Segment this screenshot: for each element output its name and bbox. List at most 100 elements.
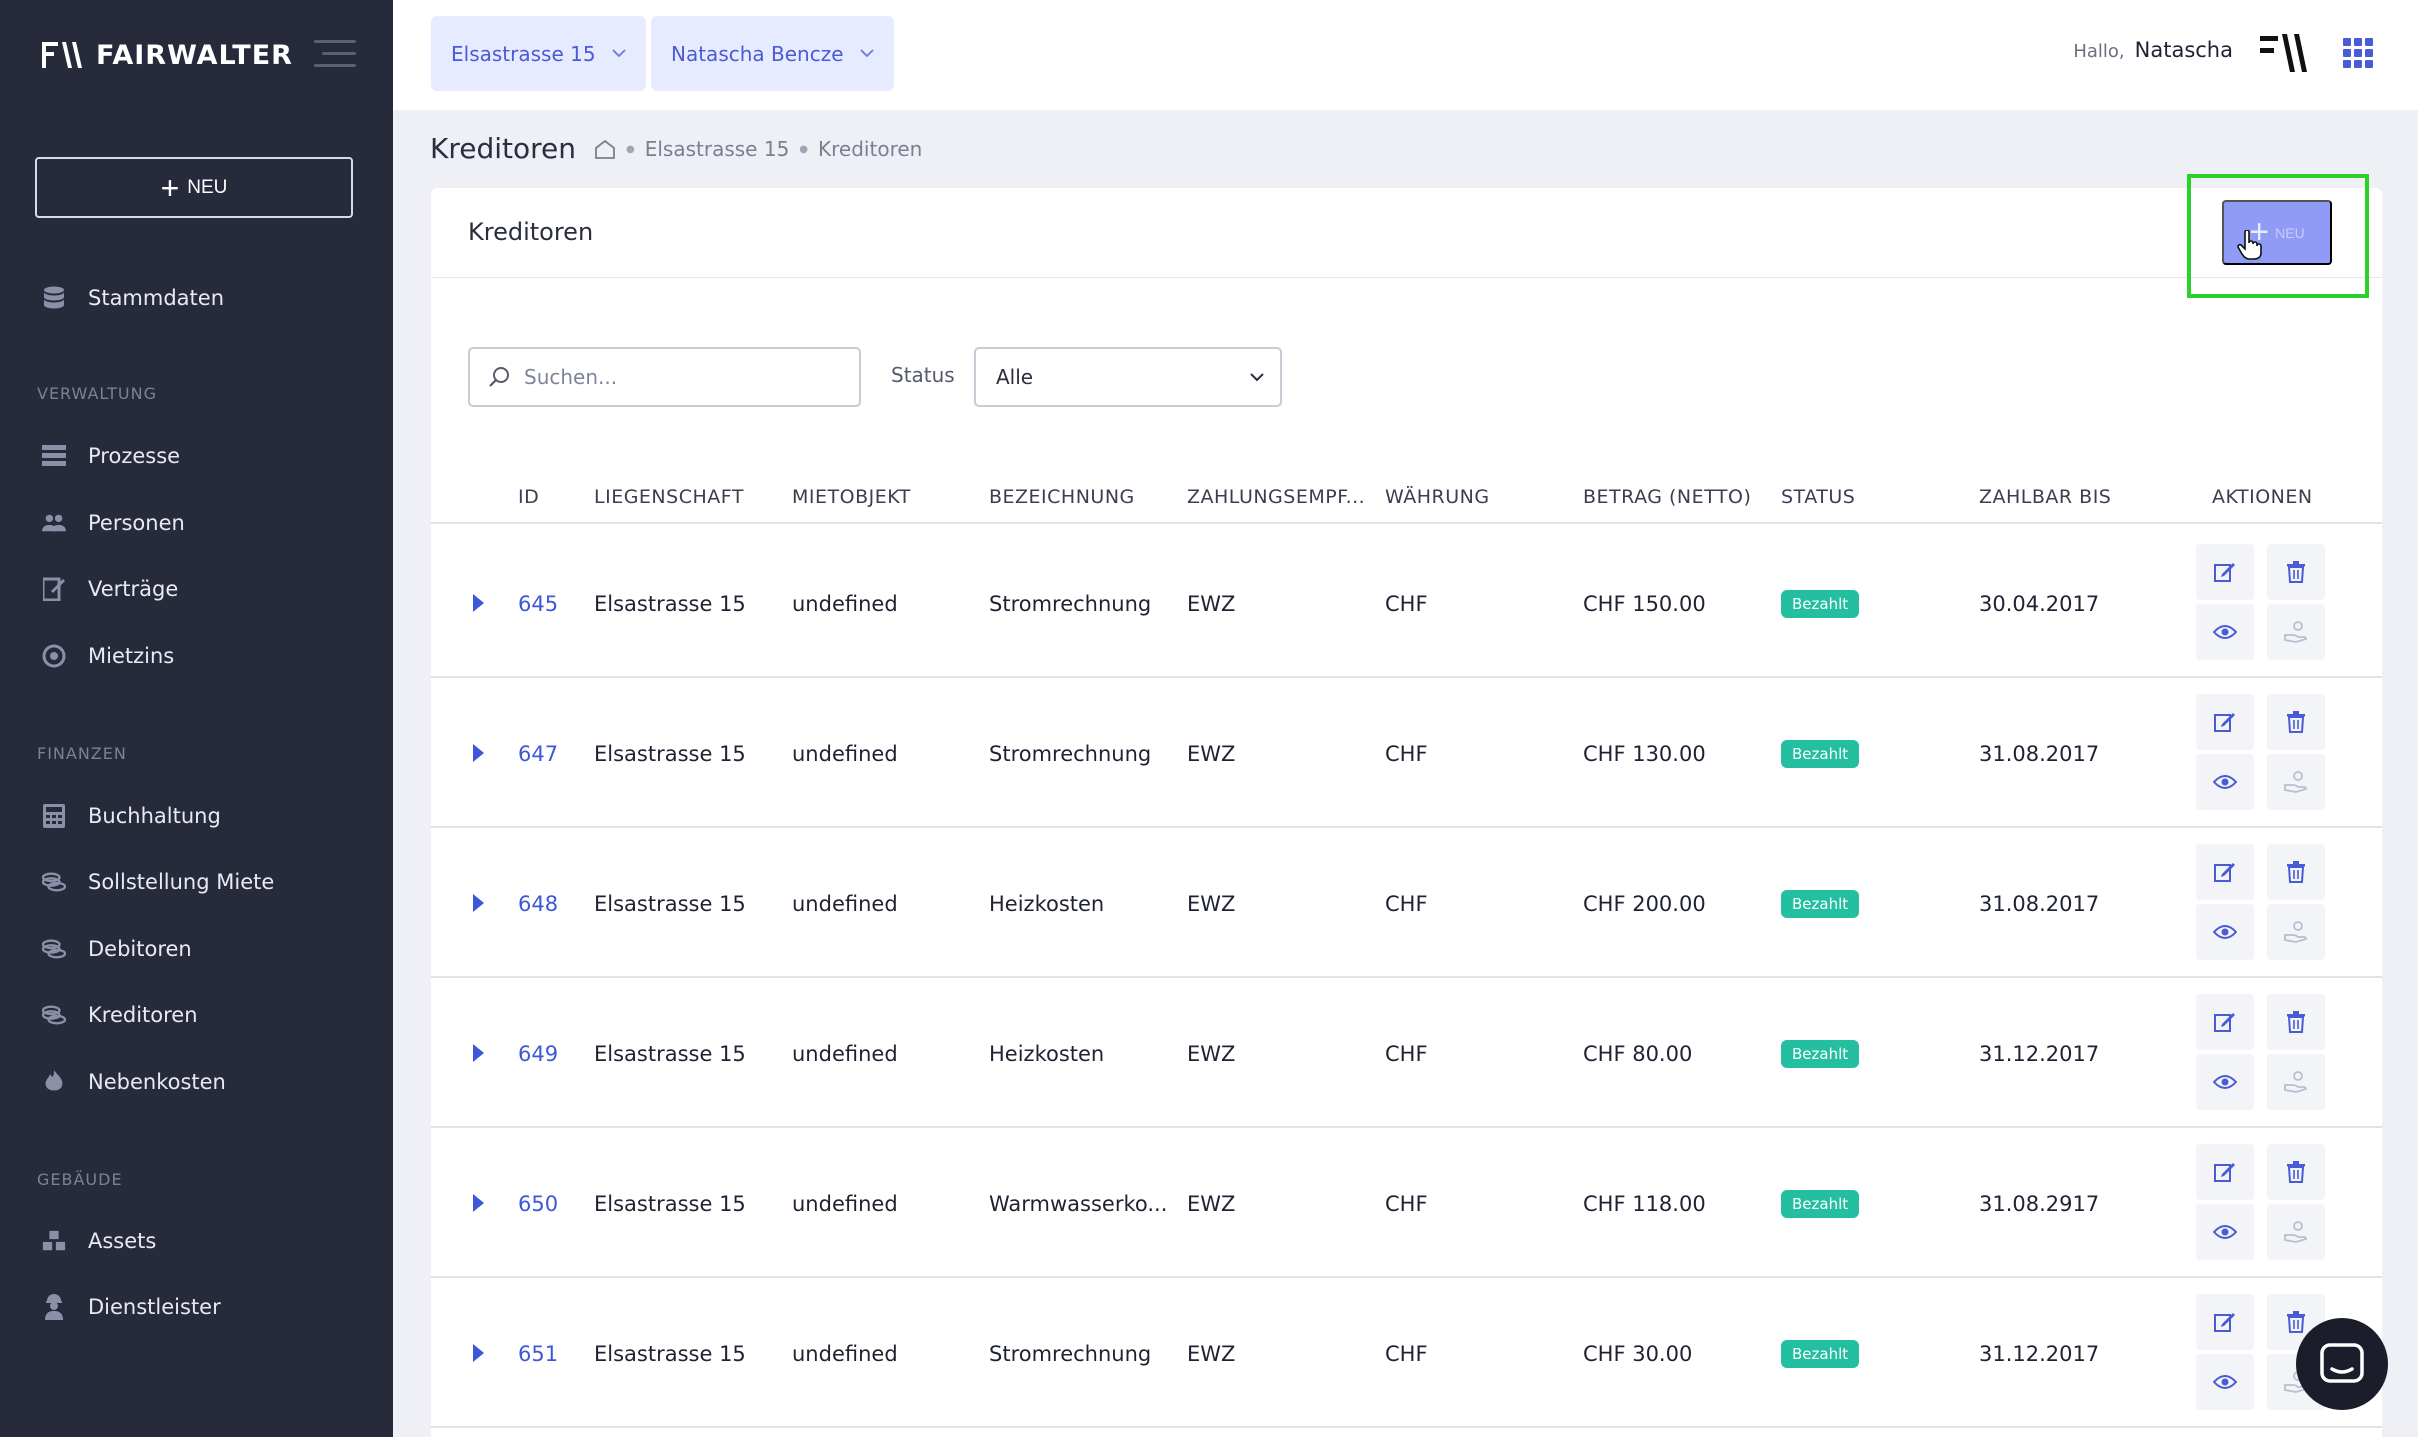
- sidebar-item-debitoren[interactable]: Debitoren: [42, 937, 192, 961]
- avatar[interactable]: [2258, 30, 2308, 76]
- cell-id[interactable]: 648: [518, 892, 559, 916]
- column-header-zahlungsempfaenger[interactable]: ZAHLUNGSEMPF...: [1187, 486, 1366, 508]
- accounting-icon: [42, 804, 66, 828]
- sidebar-item-stammdaten[interactable]: Stammdaten: [42, 286, 224, 310]
- view-icon[interactable]: [2196, 904, 2254, 960]
- cell-id[interactable]: 645: [518, 592, 559, 616]
- payment-icon[interactable]: [2267, 604, 2325, 660]
- edit-icon[interactable]: [2196, 844, 2254, 900]
- cell-waehrung: CHF: [1385, 742, 1428, 766]
- column-header-liegenschaft[interactable]: LIEGENSCHAFT: [594, 486, 744, 508]
- view-icon[interactable]: [2196, 1054, 2254, 1110]
- sidebar-item-kreditoren[interactable]: Kreditoren: [42, 1003, 198, 1027]
- table-row[interactable]: 645 Elsastrasse 15 undefined Stromrechnung E…: [431, 528, 2382, 678]
- cell-id[interactable]: 650: [518, 1192, 559, 1216]
- expand-row-icon[interactable]: [473, 1344, 484, 1362]
- edit-icon[interactable]: [2196, 1294, 2254, 1350]
- sidebar-item-assets[interactable]: Assets: [42, 1229, 156, 1253]
- property-selector[interactable]: Elsastrasse 15: [431, 16, 646, 91]
- table-row[interactable]: 651 Elsastrasse 15 undefined Stromrechnung E…: [431, 1278, 2382, 1428]
- status-badge: Bezahlt: [1781, 890, 1860, 918]
- cell-mietobjekt: undefined: [792, 1192, 898, 1216]
- cell-waehrung: CHF: [1385, 892, 1428, 916]
- coins-icon: [42, 937, 66, 961]
- database-icon: [42, 286, 66, 310]
- edit-icon[interactable]: [2196, 994, 2254, 1050]
- cell-id[interactable]: 651: [518, 1342, 559, 1366]
- cell-id[interactable]: 649: [518, 1042, 559, 1066]
- view-icon[interactable]: [2196, 604, 2254, 660]
- status-badge: Bezahlt: [1781, 1040, 1860, 1068]
- sidebar-item-vertraege[interactable]: Verträge: [42, 577, 178, 601]
- cell-mietobjekt: undefined: [792, 592, 898, 616]
- table-row[interactable]: 649 Elsastrasse 15 undefined Heizkosten EWZ C…: [431, 978, 2382, 1128]
- column-header-betrag[interactable]: BETRAG (NETTO): [1583, 486, 1752, 508]
- chat-launcher-button[interactable]: [2296, 1318, 2388, 1410]
- user-name[interactable]: Natascha: [2134, 38, 2233, 62]
- column-header-mietobjekt[interactable]: MIETOBJEKT: [792, 486, 911, 508]
- view-icon[interactable]: [2196, 1204, 2254, 1260]
- breadcrumb-current: Kreditoren: [818, 137, 923, 161]
- table-row[interactable]: 650 Elsastrasse 15 undefined Warmwasserko..…: [431, 1128, 2382, 1278]
- sidebar-item-personen[interactable]: Personen: [42, 511, 185, 535]
- breadcrumb-property[interactable]: Elsastrasse 15: [644, 137, 790, 161]
- sidebar-new-button[interactable]: + NEU: [35, 157, 353, 218]
- cell-mietobjekt: undefined: [792, 742, 898, 766]
- menu-toggle-icon[interactable]: [314, 40, 356, 70]
- column-header-bezeichnung[interactable]: BEZEICHNUNG: [989, 486, 1135, 508]
- column-header-zahlbar-bis[interactable]: ZAHLBAR BIS: [1979, 486, 2112, 508]
- edit-icon[interactable]: [2196, 694, 2254, 750]
- delete-icon[interactable]: [2267, 544, 2325, 600]
- column-header-aktionen: AKTIONEN: [2212, 486, 2313, 508]
- nav-section-gebaeude: GEBÄUDE: [37, 1170, 123, 1189]
- expand-row-icon[interactable]: [473, 594, 484, 612]
- payment-icon[interactable]: [2267, 1054, 2325, 1110]
- expand-row-icon[interactable]: [473, 1044, 484, 1062]
- view-icon[interactable]: [2196, 754, 2254, 810]
- home-icon[interactable]: [594, 139, 616, 159]
- expand-row-icon[interactable]: [473, 1194, 484, 1212]
- cell-waehrung: CHF: [1385, 1192, 1428, 1216]
- sidebar-item-prozesse[interactable]: Prozesse: [42, 444, 180, 468]
- apps-grid-icon[interactable]: [2343, 38, 2373, 68]
- sidebar-item-mietzins[interactable]: Mietzins: [42, 644, 174, 668]
- view-icon[interactable]: [2196, 1354, 2254, 1410]
- cell-bezeichnung: Stromrechnung: [989, 1342, 1152, 1366]
- table-row[interactable]: 647 Elsastrasse 15 undefined Stromrechnung E…: [431, 678, 2382, 828]
- edit-icon[interactable]: [2196, 1144, 2254, 1200]
- user-greeting: Hallo, Natascha: [2073, 38, 2233, 62]
- sidebar-item-dienstleister[interactable]: Dienstleister: [42, 1294, 221, 1320]
- app-logo[interactable]: FAIRWALTER: [42, 38, 293, 72]
- sidebar-item-nebenkosten[interactable]: Nebenkosten: [42, 1070, 226, 1094]
- edit-icon[interactable]: [2196, 544, 2254, 600]
- payment-icon[interactable]: [2267, 904, 2325, 960]
- cell-zahlbar-bis: 31.08.2917: [1979, 1192, 2100, 1216]
- boxes-icon: [42, 1229, 66, 1253]
- expand-row-icon[interactable]: [473, 894, 484, 912]
- delete-icon[interactable]: [2267, 1144, 2325, 1200]
- person-selector[interactable]: Natascha Bencze: [651, 16, 894, 91]
- sidebar-item-buchhaltung[interactable]: Buchhaltung: [42, 804, 221, 828]
- delete-icon[interactable]: [2267, 694, 2325, 750]
- delete-icon[interactable]: [2267, 994, 2325, 1050]
- delete-icon[interactable]: [2267, 844, 2325, 900]
- search-field[interactable]: [468, 347, 861, 407]
- sidebar-item-sollstellung-miete[interactable]: Sollstellung Miete: [42, 870, 274, 894]
- sidebar-item-label: Assets: [88, 1229, 157, 1253]
- column-header-status[interactable]: STATUS: [1781, 486, 1856, 508]
- sidebar-item-label: Mietzins: [88, 644, 175, 668]
- status-badge: Bezahlt: [1781, 1340, 1860, 1368]
- table-header: ID LIEGENSCHAFT MIETOBJEKT BEZEICHNUNG Z…: [431, 466, 2382, 524]
- status-filter-select[interactable]: Alle: [974, 347, 1282, 407]
- search-input[interactable]: [524, 365, 824, 389]
- column-header-waehrung[interactable]: WÄHRUNG: [1385, 486, 1490, 508]
- payment-icon[interactable]: [2267, 1204, 2325, 1260]
- payment-icon[interactable]: [2267, 754, 2325, 810]
- table-row[interactable]: 648 Elsastrasse 15 undefined Heizkosten EWZ C…: [431, 828, 2382, 978]
- page-title: Kreditoren: [430, 132, 577, 165]
- logo-mark-icon: [42, 42, 82, 68]
- cell-id[interactable]: 647: [518, 742, 559, 766]
- expand-row-icon[interactable]: [473, 744, 484, 762]
- sidebar-item-label: Debitoren: [88, 937, 192, 961]
- column-header-id[interactable]: ID: [518, 486, 540, 508]
